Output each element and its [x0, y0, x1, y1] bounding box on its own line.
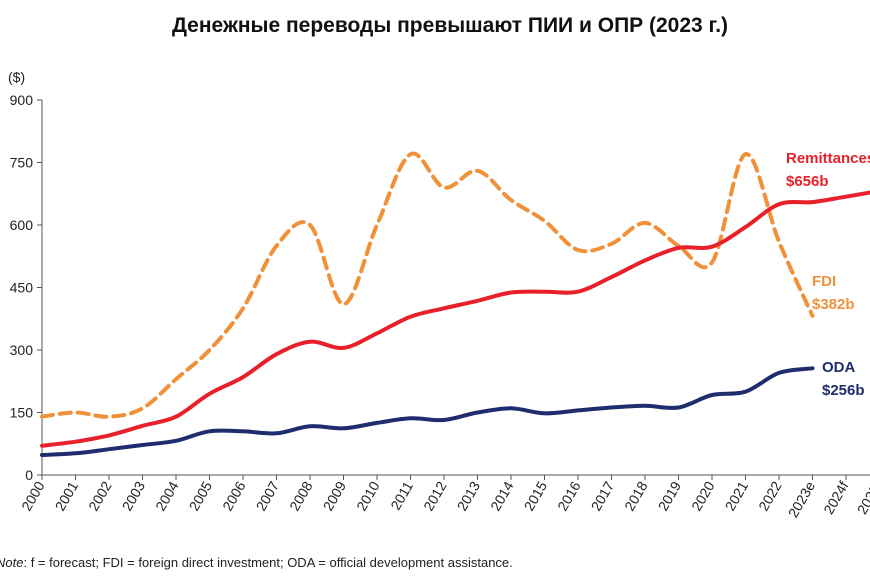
chart-note: Note: f = forecast; FDI = foreign direct… — [0, 555, 513, 570]
x-tick-label: 2011 — [387, 478, 416, 512]
x-tick-label: 2024f — [820, 478, 851, 516]
series-name-label: FDI — [812, 273, 836, 290]
x-tick-label: 2023e — [785, 478, 818, 520]
note-label: Note — [0, 555, 24, 570]
x-tick-label: 2018 — [621, 478, 651, 513]
y-tick-label: 300 — [10, 342, 34, 358]
series-line-remittances — [40, 190, 870, 448]
x-tick-label: 2001 — [52, 478, 82, 513]
series-lines — [40, 151, 870, 457]
x-tick-label: 2022 — [755, 478, 785, 513]
y-tick-label: 150 — [10, 405, 34, 421]
series-value-label: $656b — [786, 173, 829, 190]
series-line-oda — [40, 366, 815, 457]
series-value-label: $256b — [822, 382, 865, 399]
y-axis-unit: ($) — [8, 69, 25, 85]
x-tick-label: 2007 — [253, 478, 283, 513]
series-name-label: ODA — [822, 359, 856, 376]
x-tick-label: 2009 — [320, 478, 350, 513]
x-tick-label: 2025f — [854, 478, 870, 516]
y-tick-label: 900 — [10, 92, 34, 108]
x-tick-label: 2010 — [353, 478, 383, 513]
series-line-fdi — [40, 151, 815, 419]
x-tick-label: 2013 — [454, 478, 484, 513]
chart-title: Денежные переводы превышают ПИИ и ОПР (2… — [171, 14, 729, 37]
x-tick-label: 2016 — [554, 478, 584, 513]
x-tick-label: 2017 — [588, 478, 618, 513]
x-tick-label: 2004 — [152, 478, 182, 513]
x-tick-label: 2020 — [688, 478, 718, 513]
x-tick-label: 2002 — [85, 478, 115, 513]
y-tick-label: 0 — [25, 467, 33, 483]
x-tick-label: 2005 — [186, 478, 216, 513]
x-ticks: 2000 2001 2002 2003 2004 2005 2006 2007 2008 2009… — [18, 475, 870, 520]
series-name-label: Remittances — [786, 150, 870, 167]
x-tick-label: 2015 — [521, 478, 551, 513]
x-tick-label: 2021 — [722, 478, 752, 513]
y-tick-label: 750 — [10, 155, 34, 171]
x-tick-label: 2012 — [420, 478, 450, 513]
x-tick-label: 2008 — [286, 478, 316, 513]
series-value-label: $382b — [812, 296, 855, 313]
y-tick-label: 450 — [10, 280, 34, 296]
y-ticks: 0 150 300 450 600 750 900 — [10, 92, 42, 483]
x-tick-label: 2003 — [119, 478, 149, 513]
note-text: : f = forecast; FDI = foreign direct inv… — [23, 555, 513, 570]
x-tick-label: 2000 — [18, 478, 48, 513]
series-labels: Remittances $656b FDI $382b ODA $256b — [786, 150, 870, 399]
x-tick-label: 2019 — [655, 478, 685, 513]
x-tick-label: 2006 — [219, 478, 249, 513]
x-tick-label: 2014 — [487, 478, 517, 513]
y-tick-label: 600 — [10, 217, 34, 233]
